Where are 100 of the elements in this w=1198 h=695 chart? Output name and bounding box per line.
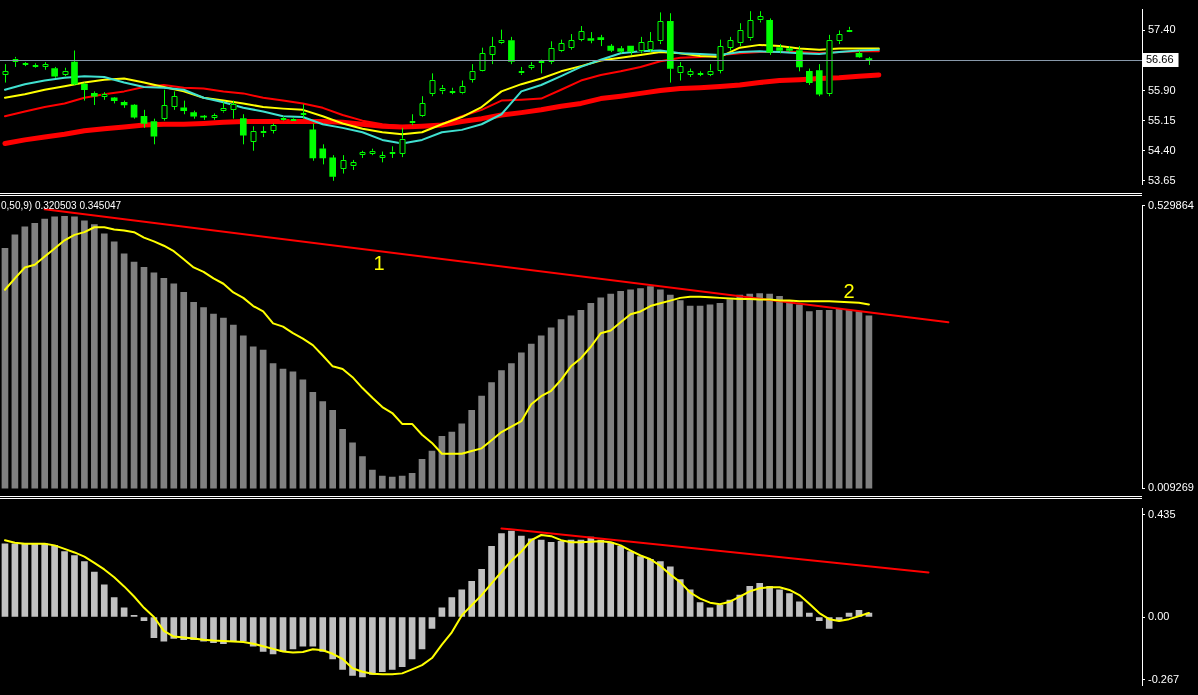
bar bbox=[51, 545, 58, 617]
bar bbox=[110, 597, 118, 617]
bar bbox=[210, 617, 217, 644]
bar bbox=[746, 586, 754, 617]
candlestick bbox=[2, 63, 9, 84]
bar bbox=[408, 617, 416, 660]
bar bbox=[249, 617, 257, 647]
candlestick bbox=[329, 154, 336, 182]
bar bbox=[398, 617, 406, 668]
bar bbox=[319, 617, 327, 652]
bar bbox=[428, 617, 436, 629]
candlestick bbox=[617, 45, 624, 54]
candlestick bbox=[150, 118, 158, 145]
bar bbox=[637, 556, 644, 617]
bar bbox=[289, 617, 297, 650]
candlestick bbox=[528, 61, 535, 71]
bar bbox=[597, 539, 605, 617]
bar bbox=[796, 601, 803, 617]
bar bbox=[508, 530, 515, 617]
candlestick bbox=[707, 63, 714, 75]
candlestick bbox=[389, 145, 396, 159]
candlestick bbox=[508, 36, 515, 65]
bar bbox=[776, 589, 783, 617]
bar bbox=[547, 541, 555, 617]
bar bbox=[815, 617, 823, 621]
candlestick bbox=[239, 113, 247, 145]
candlestick bbox=[568, 33, 575, 51]
bar bbox=[329, 617, 336, 660]
candlestick bbox=[32, 62, 39, 69]
candlestick bbox=[647, 31, 654, 53]
bar bbox=[696, 602, 704, 617]
bar bbox=[527, 538, 535, 617]
bar bbox=[190, 617, 197, 640]
y-tick-label: 55.90 bbox=[1148, 83, 1176, 96]
bar bbox=[299, 617, 307, 647]
candlestick bbox=[140, 109, 148, 129]
bar bbox=[349, 617, 356, 676]
bar bbox=[200, 617, 207, 642]
bar bbox=[21, 543, 29, 617]
bar bbox=[607, 541, 615, 617]
bar bbox=[239, 617, 247, 642]
bar bbox=[537, 539, 545, 617]
bar bbox=[478, 569, 485, 617]
bar bbox=[369, 617, 376, 675]
bar bbox=[140, 617, 148, 621]
candlestick bbox=[677, 61, 684, 82]
candlestick bbox=[319, 143, 327, 165]
bar bbox=[71, 555, 78, 617]
y-tick-label: 53.65 bbox=[1148, 173, 1176, 186]
annotation: 2 bbox=[843, 280, 855, 303]
candlestick bbox=[627, 45, 634, 56]
bar bbox=[458, 589, 466, 617]
candlestick bbox=[666, 12, 674, 84]
candlestick bbox=[270, 122, 277, 134]
chart-title: 0,50,9) 0.320503 0.345047 bbox=[1, 200, 122, 212]
candlestick bbox=[597, 34, 605, 47]
bar bbox=[676, 579, 684, 617]
bar bbox=[1, 543, 9, 617]
bar bbox=[230, 617, 237, 642]
bar bbox=[359, 617, 366, 678]
bar bbox=[766, 586, 773, 617]
candlestick bbox=[91, 90, 98, 106]
candlestick bbox=[776, 43, 783, 54]
bar bbox=[716, 604, 724, 617]
bar bbox=[11, 543, 19, 617]
candlestick bbox=[825, 34, 833, 97]
bar bbox=[617, 545, 624, 617]
bar bbox=[627, 551, 634, 617]
candlestick bbox=[279, 115, 287, 121]
bar bbox=[180, 617, 188, 640]
candlestick bbox=[100, 91, 108, 101]
annotation: 1 bbox=[373, 251, 385, 274]
candlestick bbox=[409, 113, 416, 126]
bar bbox=[736, 594, 744, 617]
bar bbox=[498, 533, 505, 617]
candlestick bbox=[469, 63, 476, 84]
bar bbox=[61, 551, 68, 617]
candlestick bbox=[836, 29, 843, 45]
bar bbox=[220, 617, 227, 645]
candlestick bbox=[558, 39, 565, 51]
bar bbox=[100, 584, 108, 617]
y-tick-label: -0.267 bbox=[1148, 673, 1180, 686]
y-tick-label: 0.435 bbox=[1148, 507, 1176, 520]
candlestick bbox=[51, 66, 58, 79]
ref-line-label: 56.66 bbox=[1146, 53, 1174, 66]
candlestick bbox=[230, 100, 237, 120]
bar bbox=[468, 580, 476, 617]
y-tick-label: 57.40 bbox=[1148, 23, 1176, 36]
bar bbox=[170, 617, 178, 639]
candlestick bbox=[309, 122, 317, 162]
bar bbox=[309, 617, 317, 647]
candlestick bbox=[786, 45, 793, 53]
candlestick bbox=[398, 127, 406, 158]
candlestick bbox=[587, 31, 595, 44]
candlestick bbox=[439, 84, 446, 95]
candlestick bbox=[766, 17, 773, 56]
y-tick-label: 55.15 bbox=[1148, 113, 1176, 126]
candlestick bbox=[260, 125, 267, 138]
bar bbox=[756, 583, 764, 617]
y-tick-label: 0.00 bbox=[1148, 610, 1170, 623]
